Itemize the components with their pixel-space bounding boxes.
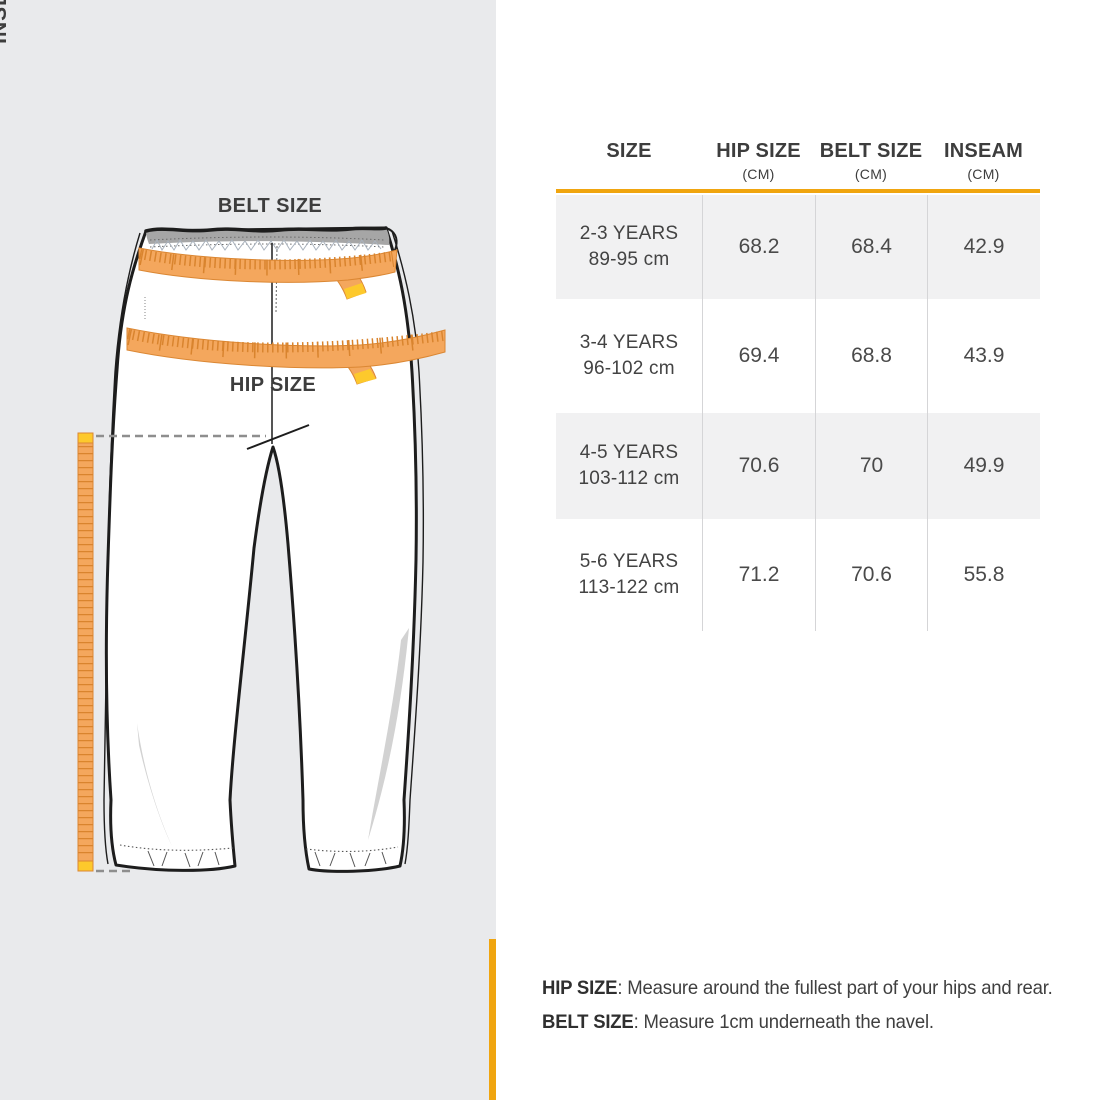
left-side-stripe bbox=[103, 232, 141, 865]
belt-size-note: BELT SIZE: Measure 1cm underneath the na… bbox=[542, 1011, 934, 1033]
cell-size: 3-4 YEARS 96-102 cm bbox=[579, 332, 679, 379]
cell-belt: 68.4 bbox=[815, 195, 927, 299]
left-cuff-gathers bbox=[147, 850, 220, 868]
cell-inseam: 42.9 bbox=[927, 195, 1040, 299]
right-side-stripe bbox=[391, 230, 425, 865]
hip-measuring-tape bbox=[126, 327, 446, 385]
left-cuff-stitch bbox=[119, 844, 234, 851]
diagram-panel: BELT SIZE HIP SIZE INSEAM bbox=[0, 0, 496, 1100]
table-header-row: SIZE HIP SIZE (CM) BELT SIZE (CM) INSEAM… bbox=[556, 140, 1040, 189]
inseam-label: INSEAM bbox=[0, 0, 11, 44]
hip-size-note: HIP SIZE: Measure around the fullest par… bbox=[542, 977, 1053, 999]
pants-outline bbox=[104, 226, 418, 873]
cell-hip: 68.2 bbox=[702, 195, 815, 299]
cell-inseam: 55.8 bbox=[927, 519, 1040, 631]
header-size: SIZE bbox=[606, 140, 652, 162]
header-underline bbox=[556, 189, 1040, 193]
size-chart-table: SIZE HIP SIZE (CM) BELT SIZE (CM) INSEAM… bbox=[556, 140, 1040, 631]
right-leg-shade bbox=[368, 628, 409, 840]
crotch-mark bbox=[246, 424, 310, 450]
right-cuff-stitch bbox=[305, 846, 399, 853]
cell-hip: 69.4 bbox=[702, 299, 815, 413]
inseam-ruler bbox=[77, 432, 94, 872]
cell-inseam: 43.9 bbox=[927, 299, 1040, 413]
accent-vertical-bar bbox=[489, 939, 496, 1100]
belt-measuring-tape bbox=[138, 247, 398, 300]
measurement-notes: HIP SIZE: Measure around the fullest par… bbox=[542, 971, 1053, 1039]
hip-size-label: HIP SIZE bbox=[229, 374, 317, 396]
right-cuff-gathers bbox=[314, 851, 387, 868]
table-row: 2-3 YEARS 89-95 cm 68.2 68.4 42.9 bbox=[556, 195, 1040, 299]
cell-hip: 70.6 bbox=[702, 413, 815, 519]
header-belt-size: BELT SIZE (CM) bbox=[819, 140, 923, 182]
cell-belt: 70.6 bbox=[815, 519, 927, 631]
cell-size: 4-5 YEARS 103-112 cm bbox=[578, 442, 680, 489]
belt-size-label: BELT SIZE bbox=[217, 195, 323, 217]
table-body: 2-3 YEARS 89-95 cm 68.2 68.4 42.9 3-4 YE… bbox=[556, 195, 1040, 631]
header-inseam: INSEAM (CM) bbox=[944, 140, 1023, 182]
waistband-top-edge bbox=[144, 226, 388, 233]
elastic-zigzag bbox=[151, 238, 382, 251]
table-row: 3-4 YEARS 96-102 cm 69.4 68.8 43.9 bbox=[556, 299, 1040, 413]
pants-technical-drawing bbox=[77, 226, 446, 873]
cell-belt: 68.8 bbox=[815, 299, 927, 413]
cell-hip: 71.2 bbox=[702, 519, 815, 631]
header-hip-size: HIP SIZE (CM) bbox=[716, 140, 801, 182]
cell-size: 2-3 YEARS 89-95 cm bbox=[579, 223, 679, 270]
table-row: 4-5 YEARS 103-112 cm 70.6 70 49.9 bbox=[556, 413, 1040, 519]
table-row: 5-6 YEARS 113-122 cm 71.2 70.6 55.8 bbox=[556, 519, 1040, 631]
cell-belt: 70 bbox=[815, 413, 927, 519]
cell-inseam: 49.9 bbox=[927, 413, 1040, 519]
cell-size: 5-6 YEARS 113-122 cm bbox=[578, 551, 680, 598]
